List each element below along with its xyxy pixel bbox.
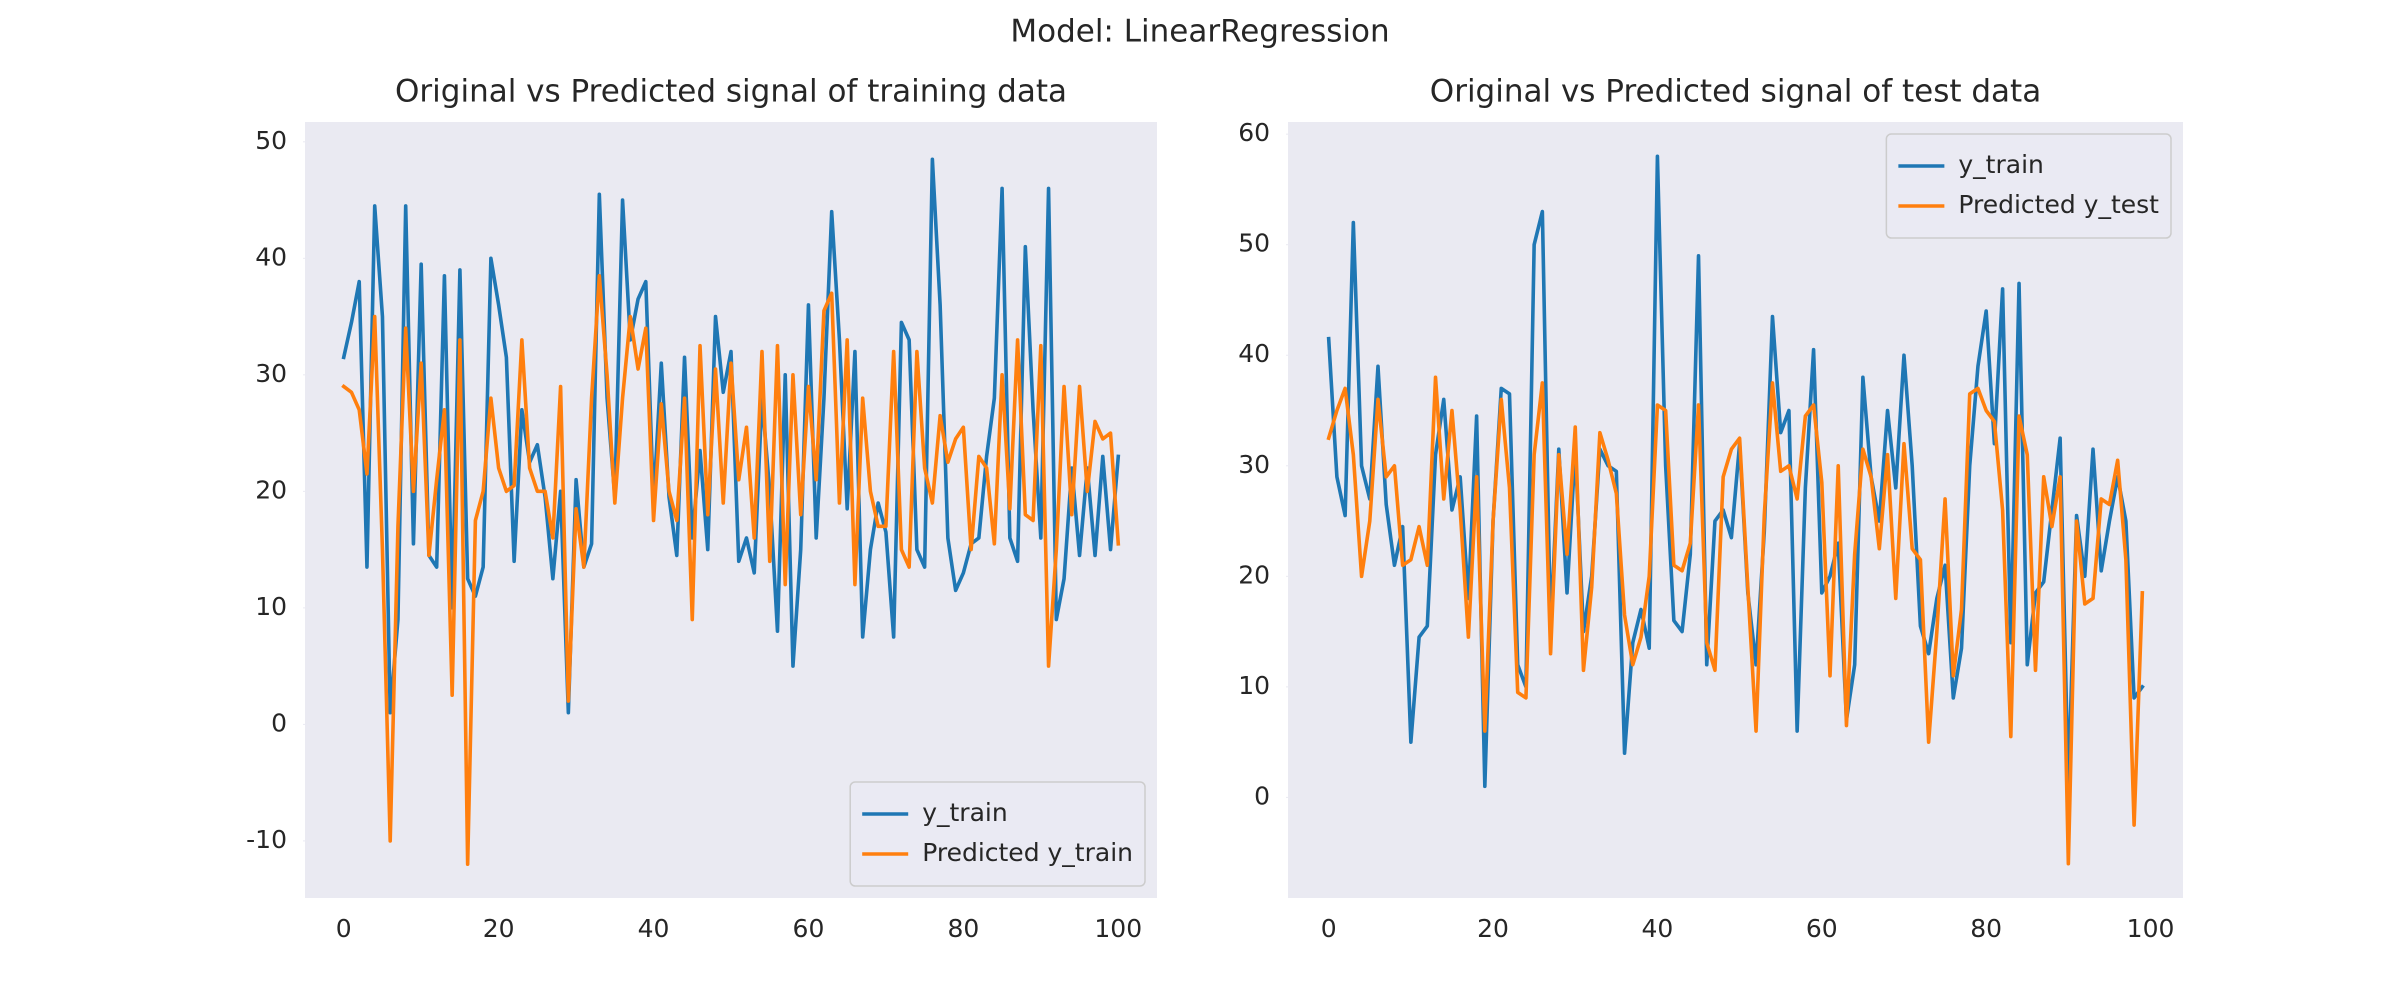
x-tick-label: 0 bbox=[1321, 914, 1337, 943]
subplot: Original vs Predicted signal of training… bbox=[246, 74, 1157, 943]
x-tick-label: 20 bbox=[483, 914, 515, 943]
y-tick-label: 0 bbox=[1254, 781, 1270, 810]
legend-box bbox=[849, 781, 1146, 887]
legend-label: Predicted y_train bbox=[922, 838, 1133, 867]
subplot: Original vs Predicted signal of test dat… bbox=[1238, 74, 2183, 943]
legend-label: y_train bbox=[1958, 150, 2044, 179]
x-tick-label: 40 bbox=[638, 914, 670, 943]
legend-label: y_train bbox=[922, 798, 1008, 827]
subplot-title: Original vs Predicted signal of test dat… bbox=[1430, 74, 2041, 110]
line-series bbox=[341, 274, 1121, 867]
y-tick-label: 10 bbox=[255, 592, 287, 621]
y-tick-label: 60 bbox=[1238, 118, 1270, 147]
x-tick-label: 100 bbox=[2127, 914, 2175, 943]
x-tick-label: 60 bbox=[1806, 914, 1838, 943]
subplot-title: Original vs Predicted signal of training… bbox=[395, 74, 1067, 110]
y-tick-label: 10 bbox=[1238, 671, 1270, 700]
y-tick-label: 20 bbox=[255, 475, 287, 504]
y-tick-label: 40 bbox=[255, 242, 287, 271]
y-tick-label: 20 bbox=[1238, 560, 1270, 589]
y-tick-label: 50 bbox=[255, 126, 287, 155]
legend-box bbox=[1885, 133, 2172, 239]
x-tick-label: 60 bbox=[793, 914, 825, 943]
x-tick-label: 20 bbox=[1477, 914, 1509, 943]
x-tick-label: 100 bbox=[1094, 914, 1142, 943]
y-tick-label: 30 bbox=[255, 359, 287, 388]
x-tick-label: 0 bbox=[336, 914, 352, 943]
y-tick-label: 30 bbox=[1238, 450, 1270, 479]
y-tick-label: 40 bbox=[1238, 339, 1270, 368]
x-tick-label: 80 bbox=[1970, 914, 2002, 943]
y-tick-label: 0 bbox=[271, 708, 287, 737]
x-tick-label: 40 bbox=[1642, 914, 1674, 943]
x-tick-label: 80 bbox=[947, 914, 979, 943]
line-series bbox=[1326, 154, 2145, 789]
figure-title: Model: LinearRegression bbox=[1010, 14, 1389, 50]
y-tick-label: 50 bbox=[1238, 229, 1270, 258]
y-tick-label: -10 bbox=[246, 825, 287, 854]
line-series bbox=[1326, 375, 2145, 866]
legend: y_train Predicted y_train bbox=[849, 781, 1146, 887]
legend: y_train Predicted y_test bbox=[1885, 133, 2172, 239]
legend-label: Predicted y_test bbox=[1958, 190, 2159, 219]
